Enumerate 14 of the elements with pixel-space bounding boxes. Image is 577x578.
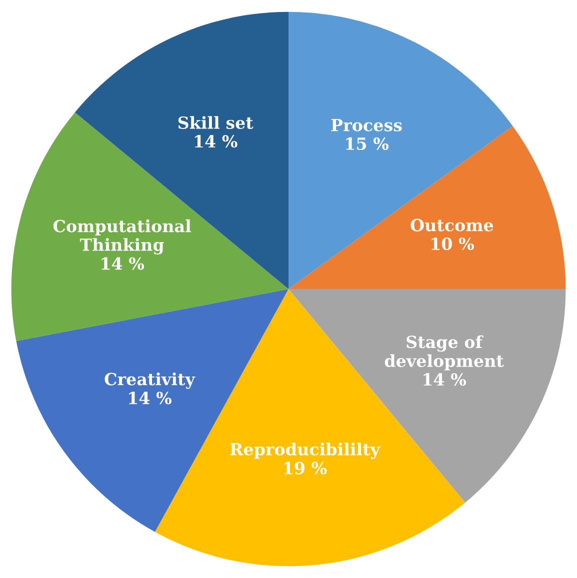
data-label: 10 % — [432, 237, 474, 250]
data-label: 19 % — [284, 462, 327, 474]
data-label: 14 % — [102, 257, 144, 270]
slice-label: Stage of development — [384, 335, 504, 370]
data-label: 15 % — [346, 137, 389, 150]
slice-label: Computational Thinking — [53, 219, 191, 254]
slice-label: Skill set — [178, 116, 254, 130]
slice-label: Outcome — [410, 218, 494, 232]
slice-label: Creativity — [104, 372, 196, 389]
data-label: 14 % — [424, 373, 466, 386]
data-label: 14 % — [194, 135, 238, 148]
slice-label: Reproducibililty — [230, 442, 380, 459]
data-label: 14 % — [129, 392, 172, 404]
slice-label: Process — [331, 118, 402, 132]
